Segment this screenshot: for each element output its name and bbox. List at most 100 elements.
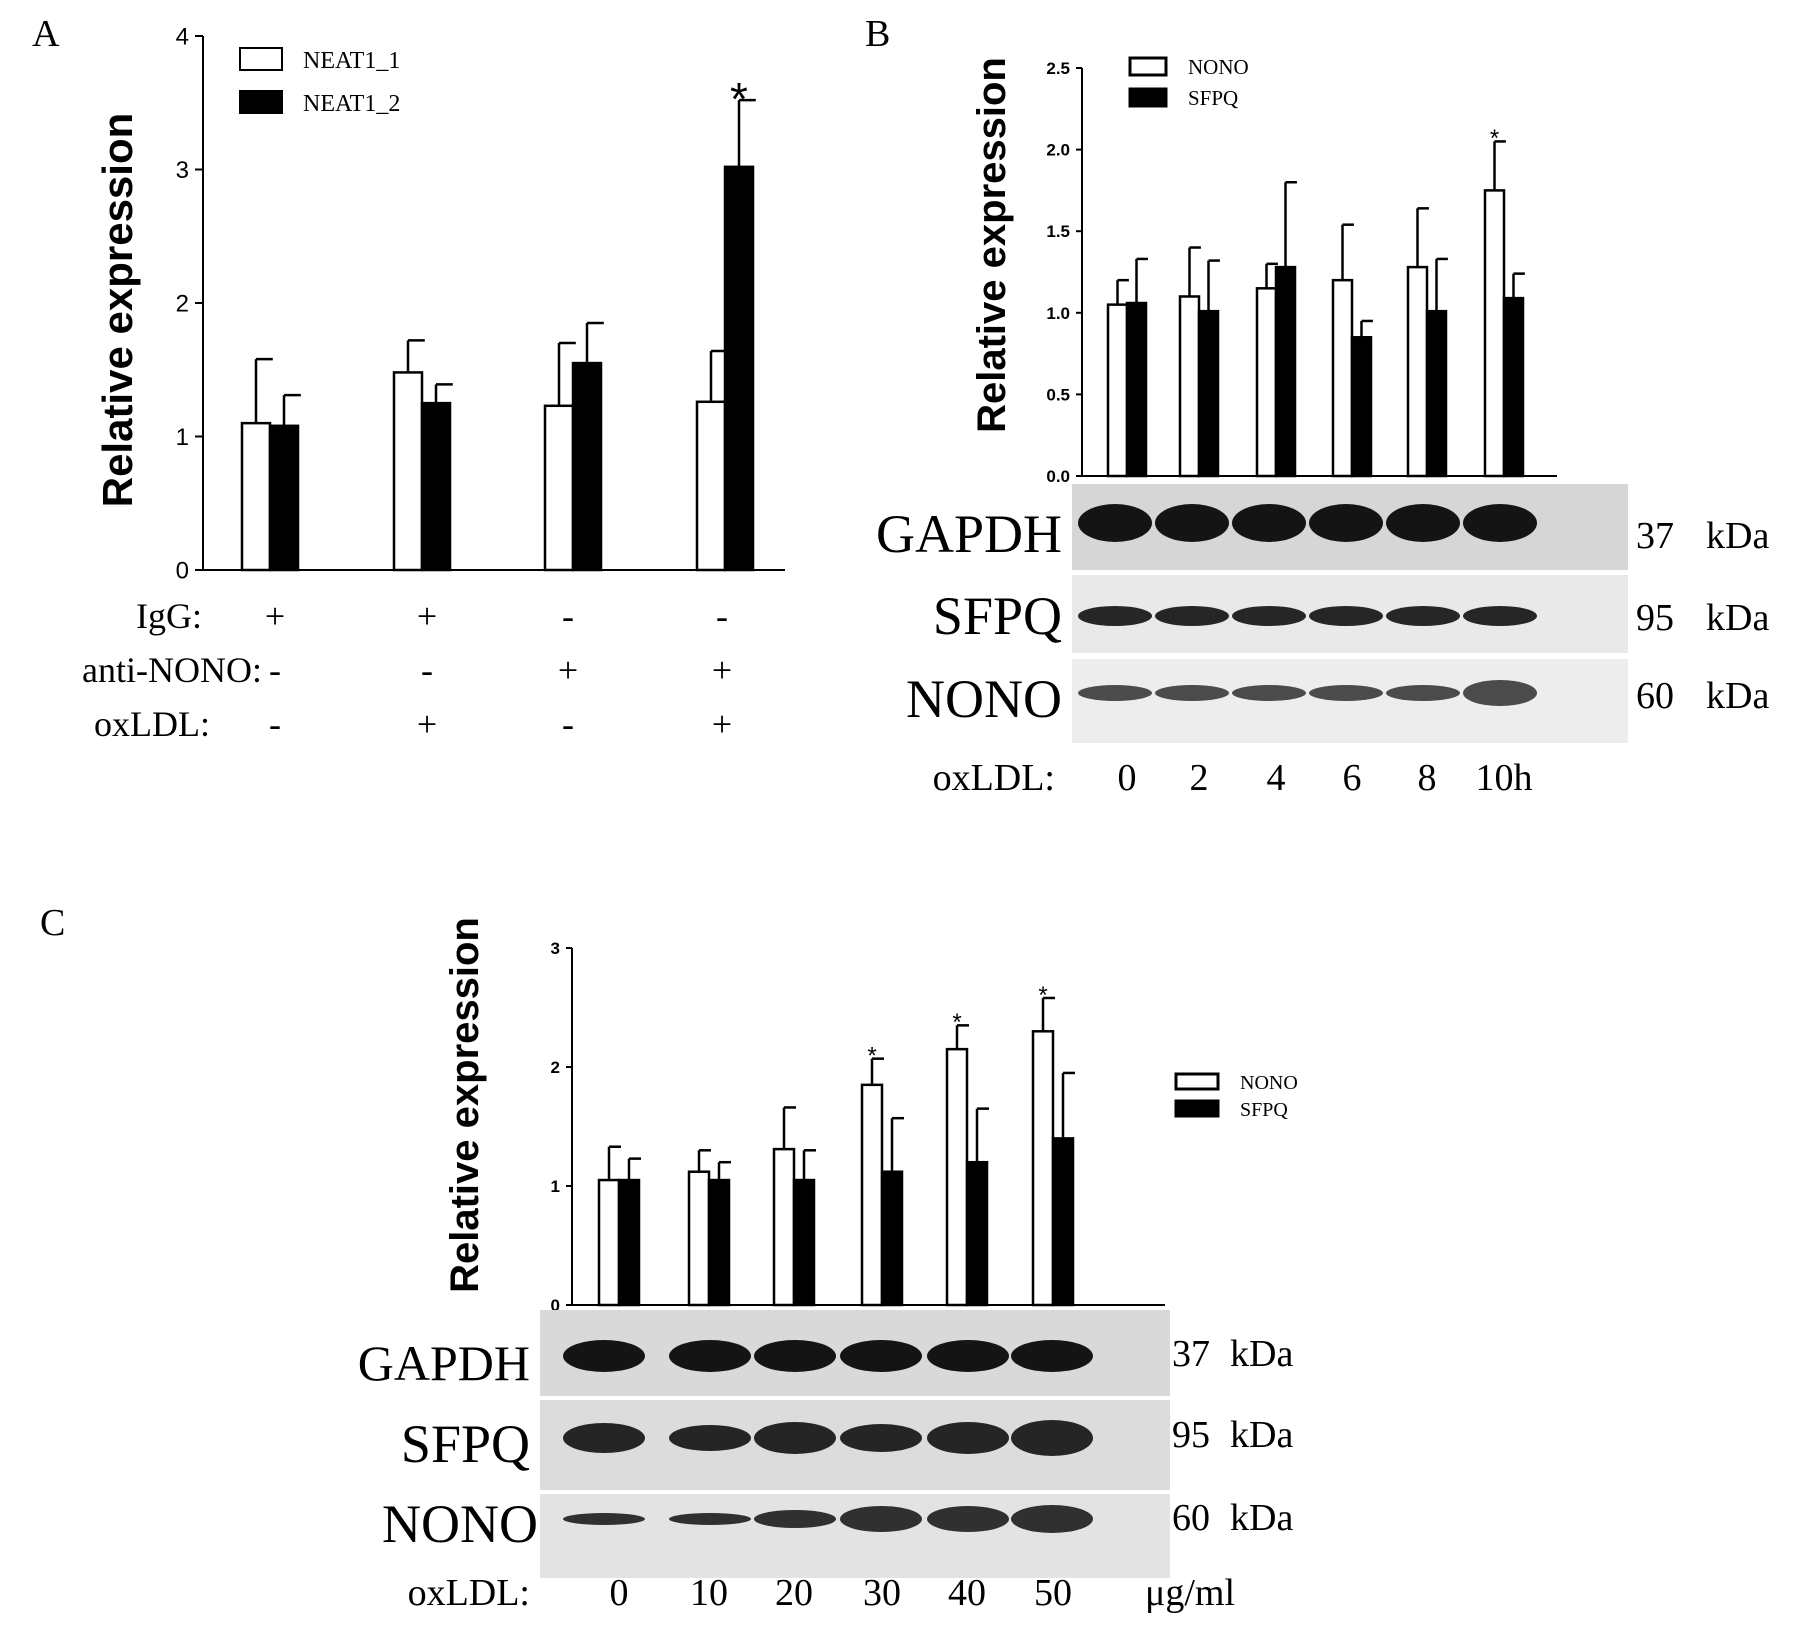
- panel-b-y-axis-label: Relative expression: [970, 57, 1014, 433]
- blot-band: [1155, 504, 1229, 542]
- panel-label-a: A: [32, 13, 60, 55]
- bar-sfpq: [1425, 309, 1448, 478]
- x-category-label: 0: [610, 1572, 629, 1614]
- bar-neat1-2: [268, 424, 300, 572]
- condition-value: +: [265, 596, 285, 636]
- blot-band: [1463, 606, 1537, 626]
- significance-marker: *: [730, 73, 748, 125]
- bar-sfpq: [1125, 301, 1148, 478]
- y-tick-label: 2: [551, 1058, 560, 1077]
- y-tick-label: 2.5: [1046, 59, 1070, 78]
- legend-swatch-sfpq: [1128, 87, 1168, 108]
- blot-band: [927, 1422, 1009, 1454]
- blot-b-unit-sfpq: kDa: [1706, 597, 1769, 639]
- bar-neat1-1: [392, 371, 424, 572]
- panel-c-legend: NONO SFPQ: [1174, 1072, 1298, 1121]
- panel-label-b: B: [865, 13, 890, 55]
- panel-c-y-axis-label: Relative expression: [443, 917, 487, 1293]
- blot-band: [1309, 504, 1383, 542]
- blot-band: [563, 1513, 645, 1525]
- blot-b-size-nono: 60: [1636, 675, 1674, 717]
- blot-b-label-sfpq: SFPQ: [933, 586, 1062, 646]
- y-tick-label: 0.0: [1046, 467, 1070, 486]
- bar-nono: [1406, 265, 1429, 478]
- panel-b-bands: [1078, 504, 1537, 706]
- blot-c-label-sfpq: SFPQ: [401, 1414, 530, 1474]
- condition-value: -: [269, 704, 281, 744]
- panel-c-bars: * * *: [597, 982, 1075, 1307]
- bar-nono: [772, 1147, 796, 1307]
- bar-nono: [597, 1178, 621, 1307]
- panel-a-y-axis-label: Relative expression: [94, 113, 141, 508]
- condition-value: -: [562, 704, 574, 744]
- bar-nono: [687, 1170, 711, 1307]
- blot-band: [1232, 504, 1306, 542]
- bar-sfpq: [965, 1160, 989, 1307]
- condition-label-igg: IgG:: [136, 596, 202, 636]
- legend-swatch-nono-c: [1174, 1072, 1220, 1091]
- blot-band: [840, 1424, 922, 1452]
- blot-band: [669, 1340, 751, 1372]
- bar-sfpq: [707, 1178, 731, 1307]
- panel-c-x-unit: μg/ml: [1145, 1572, 1235, 1614]
- blot-b-label-nono: NONO: [906, 669, 1062, 729]
- y-tick-label: 3: [176, 157, 189, 184]
- bar-sfpq: [792, 1178, 816, 1307]
- panel-b-western-blot: GAPDH SFPQ NONO 37 kDa 95 kDa 60 kDa: [876, 484, 1769, 743]
- x-category-label: 20: [775, 1572, 813, 1614]
- blot-band: [1011, 1420, 1093, 1456]
- x-category-label: 6: [1343, 757, 1362, 799]
- panel-a-chart: 0 1 2 3 4 * Relative expression NEAT1_1 NEAT…: [82, 23, 785, 744]
- bar-neat1-1: [240, 421, 272, 572]
- blot-band: [563, 1340, 645, 1372]
- bar-neat1-1: [695, 400, 727, 572]
- bar-sfpq: [1197, 309, 1220, 478]
- condition-value: -: [716, 596, 728, 636]
- bar-sfpq: [1274, 265, 1297, 478]
- legend-label-sfpq-c: SFPQ: [1240, 1099, 1288, 1121]
- x-category-label: 10h: [1476, 757, 1533, 799]
- blot-band: [1078, 504, 1152, 542]
- blot-band: [1386, 504, 1460, 542]
- significance-marker: *: [952, 1009, 961, 1036]
- condition-value: +: [712, 704, 732, 744]
- y-tick-label: 4: [176, 23, 189, 50]
- significance-marker: *: [1038, 982, 1047, 1009]
- y-tick-label: 3: [551, 939, 560, 958]
- panel-a-condition-values: + + - - - - + + - + - +: [265, 596, 732, 744]
- blot-band: [1155, 606, 1229, 626]
- condition-value: +: [417, 704, 437, 744]
- blot-c-label-nono: NONO: [382, 1494, 538, 1554]
- blot-band: [754, 1510, 836, 1528]
- blot-b-nono: [1072, 659, 1628, 743]
- bar-sfpq: [617, 1178, 641, 1307]
- bar-neat1-2: [723, 165, 755, 572]
- blot-band: [1309, 685, 1383, 701]
- panel-a-legend: NEAT1_1 NEAT1_2: [239, 47, 400, 117]
- y-tick-label: 0: [176, 557, 189, 584]
- panel-c-x-label: oxLDL:: [408, 1572, 530, 1614]
- y-tick-label: 2.0: [1046, 141, 1070, 160]
- blot-b-size-sfpq: 95: [1636, 597, 1674, 639]
- condition-value: +: [417, 596, 437, 636]
- blot-c-size-nono: 60: [1172, 1497, 1210, 1539]
- blot-band: [1011, 1340, 1093, 1372]
- bar-sfpq: [1051, 1137, 1075, 1307]
- x-category-label: 30: [863, 1572, 901, 1614]
- bar-nono: [945, 1047, 969, 1307]
- blot-band: [1011, 1505, 1093, 1533]
- blot-band: [1463, 504, 1537, 542]
- x-category-label: 2: [1190, 757, 1209, 799]
- significance-marker: *: [867, 1042, 876, 1069]
- x-category-label: 4: [1267, 757, 1286, 799]
- blot-band: [1078, 685, 1152, 701]
- blot-band: [840, 1340, 922, 1372]
- blot-band: [1386, 685, 1460, 701]
- blot-band: [754, 1340, 836, 1372]
- y-tick-label: 0.5: [1046, 385, 1070, 404]
- panel-c-x-categories: 0 10 20 30 40 50: [610, 1572, 1073, 1614]
- panel-c-bands: [563, 1340, 1093, 1533]
- condition-value: -: [269, 650, 281, 690]
- blot-band: [1309, 606, 1383, 626]
- bar-sfpq: [880, 1170, 904, 1307]
